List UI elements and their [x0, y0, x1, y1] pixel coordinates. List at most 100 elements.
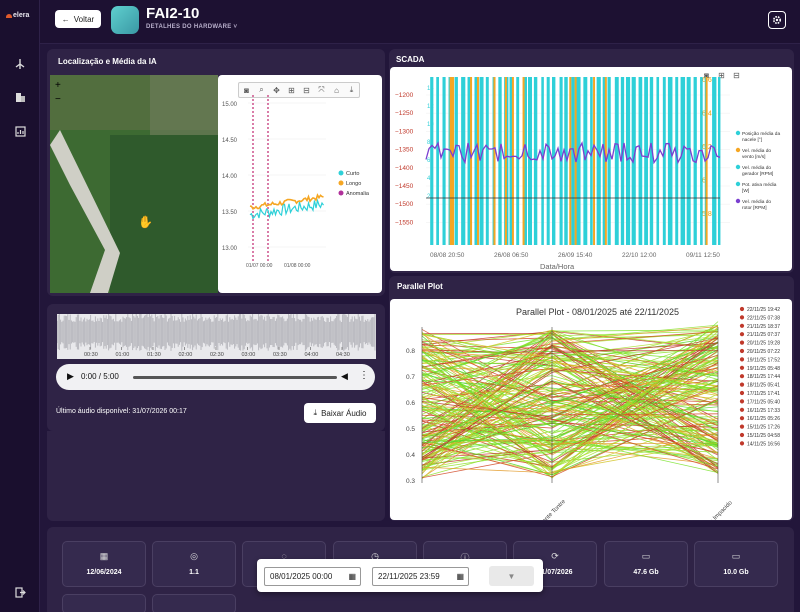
parallel-legend-marker [739, 399, 745, 404]
parallel-legend-marker [739, 348, 745, 354]
parallel-legend-label: 16/11/25 05:26 [747, 416, 780, 422]
scada-x-tick: 09/11 12:50 [686, 252, 720, 259]
scada-cyan-bar [461, 77, 466, 245]
parallel-title: Parallel Plot [397, 282, 443, 291]
calendar-icon[interactable]: ▦ [348, 572, 356, 581]
map-panel: Localização e Média da IA + − ✋ ◙ ⌕ ✥ ⊞ ⊟ ⤧ ⌂ ⤓… [47, 49, 385, 296]
download-audio-button[interactable]: ⤓ Baixar Áudio [304, 403, 376, 423]
mini-chart-svg: 15.00 14.50 14.00 13.50 13.00 01/07 00:00 01/0… [222, 95, 370, 269]
scada-y-left-tick: −1500 [395, 201, 414, 208]
parallel-legend-marker [739, 390, 745, 396]
scada-cyan-bar [693, 77, 697, 245]
play-icon[interactable]: ▶ [67, 371, 74, 381]
scada-overlay-tick: 6 [427, 158, 431, 164]
scada-orange-bar [569, 77, 572, 245]
filter-button[interactable]: ▼ [489, 566, 534, 586]
scada-cyan-bar [718, 77, 721, 245]
legend-marker [338, 190, 344, 196]
map-zoom-out[interactable]: − [55, 94, 61, 105]
scada-orange-bar [449, 77, 452, 245]
zoom-out-icon[interactable]: ⊟ [303, 85, 310, 95]
legend-label: Longo [346, 181, 361, 187]
parallel-legend-marker [739, 306, 745, 312]
scada-cyan-bar [649, 77, 654, 245]
parallel-legend-marker [739, 407, 745, 412]
mini-chart[interactable]: ◙ ⌕ ✥ ⊞ ⊟ ⤧ ⌂ ⤓ 15.00 14.50 14.00 13.50 13.00 01/07 … [218, 75, 382, 293]
mini-y-tick: 15.00 [222, 102, 238, 108]
satellite-map[interactable]: + − ✋ [50, 75, 218, 293]
stat-value: 12/06/2024 [86, 569, 122, 576]
scada-legend-label: rotor [RPM] [742, 205, 767, 211]
map-zoom-in[interactable]: + [55, 80, 61, 91]
wave-tick-label: 02:00 [179, 352, 193, 358]
volume-icon[interactable]: ◀ [341, 371, 348, 381]
filter-icon: ▼ [507, 571, 516, 581]
scada-cyan-bar [516, 77, 520, 245]
calendar-icon: ▦ [99, 551, 109, 561]
sync-icon: ⟳ [551, 551, 559, 561]
more-icon[interactable]: ⋮ [359, 370, 369, 381]
wave-tick-label: 02:30 [210, 352, 224, 358]
zoom-in-icon[interactable]: ⊞ [718, 71, 725, 80]
camera-icon[interactable]: ◙ [244, 85, 249, 95]
scada-cyan-bar [533, 77, 538, 245]
arrow-left-icon: ← [61, 14, 70, 24]
parallel-chart[interactable]: Parallel Plot - 08/01/2025 até 22/11/202… [390, 299, 792, 520]
parallel-legend-marker [739, 340, 745, 345]
scada-cyan-bar [620, 77, 625, 245]
scada-legend-marker [735, 164, 741, 170]
autoscale-icon[interactable]: ⤧ [318, 85, 325, 94]
pan-icon[interactable]: ✥ [273, 85, 280, 95]
download-icon[interactable]: ⤓ [349, 85, 354, 94]
home-icon[interactable]: ⌂ [334, 85, 339, 95]
scada-orange-bar [522, 77, 525, 245]
parallel-legend-marker [739, 357, 745, 362]
device-avatar [111, 6, 139, 34]
zoom-icon[interactable]: ⌕ [259, 85, 264, 94]
mini-x-tick: 01/08 00:00 [284, 263, 311, 269]
audio-time: 0:00 / 5:00 [81, 372, 119, 381]
parallel-axis-label: Coeficiente Tontre [529, 498, 568, 520]
chart-icon[interactable] [12, 123, 28, 139]
camera-icon[interactable]: ◙ [704, 71, 709, 80]
settings-button[interactable] [768, 11, 786, 29]
zoom-in-icon[interactable]: ⊞ [288, 85, 295, 95]
scada-cyan-bar [467, 77, 472, 245]
start-date-input[interactable]: 08/01/2025 00:00 ▦ [264, 567, 361, 586]
end-date-input[interactable]: 22/11/2025 23:59 ▦ [372, 567, 469, 586]
scada-cyan-bar [576, 77, 581, 245]
logout-icon[interactable] [12, 584, 28, 600]
device-subtitle[interactable]: DETALHES DO HARDWARE ˅ [146, 24, 238, 30]
scada-cyan-bar [571, 77, 575, 245]
zoom-out-icon[interactable]: ⊟ [733, 71, 740, 80]
parallel-legend-label: 17/11/25 05:40 [747, 399, 780, 405]
stat-value: 1.1 [189, 569, 199, 576]
legend-label: Curto [346, 171, 359, 177]
stat-card: ▭ 47.6 Gb [604, 541, 688, 587]
waveform[interactable]: 00:30 01:00 01:30 02:00 02:30 03:00 03:30 04:00… [57, 314, 376, 359]
audio-progress[interactable] [133, 376, 337, 379]
calendar-icon[interactable]: ▦ [456, 572, 464, 581]
download-audio-label: Baixar Áudio [321, 408, 367, 418]
building-icon[interactable] [12, 89, 28, 105]
cpu-icon: ◌ [281, 551, 287, 561]
waveform-svg: 00:30 01:00 01:30 02:00 02:30 03:00 03:30 04:00… [57, 314, 376, 358]
scada-cyan-bar [485, 77, 489, 245]
parallel-legend-marker [739, 416, 745, 421]
back-button[interactable]: ← Voltar [55, 10, 101, 28]
logo[interactable]: elera [6, 12, 29, 19]
scada-cyan-bar [479, 77, 484, 245]
scada-purple-line [425, 141, 721, 165]
scada-legend-label: Vel. média do [742, 199, 771, 205]
scada-cyan-bar [442, 77, 446, 245]
scada-orange-bar [504, 77, 507, 245]
mini-x-tick: 01/07 00:00 [246, 263, 273, 269]
scada-cyan-bar [541, 77, 544, 245]
turbine-icon[interactable] [12, 56, 28, 72]
scada-chart[interactable]: ◙ ⊞ ⊟ −1200 −1250 −1300 −1350 −1400 −1450 −1500−… [390, 67, 792, 271]
scada-title: SCADA [396, 55, 425, 64]
scada-orange-bar [593, 77, 596, 245]
parallel-legend-marker [739, 332, 745, 337]
date-filter: 08/01/2025 00:00 ▦ 22/11/2025 23:59 ▦ ▼ [257, 559, 543, 592]
mini-y-tick: 13.50 [222, 210, 238, 216]
